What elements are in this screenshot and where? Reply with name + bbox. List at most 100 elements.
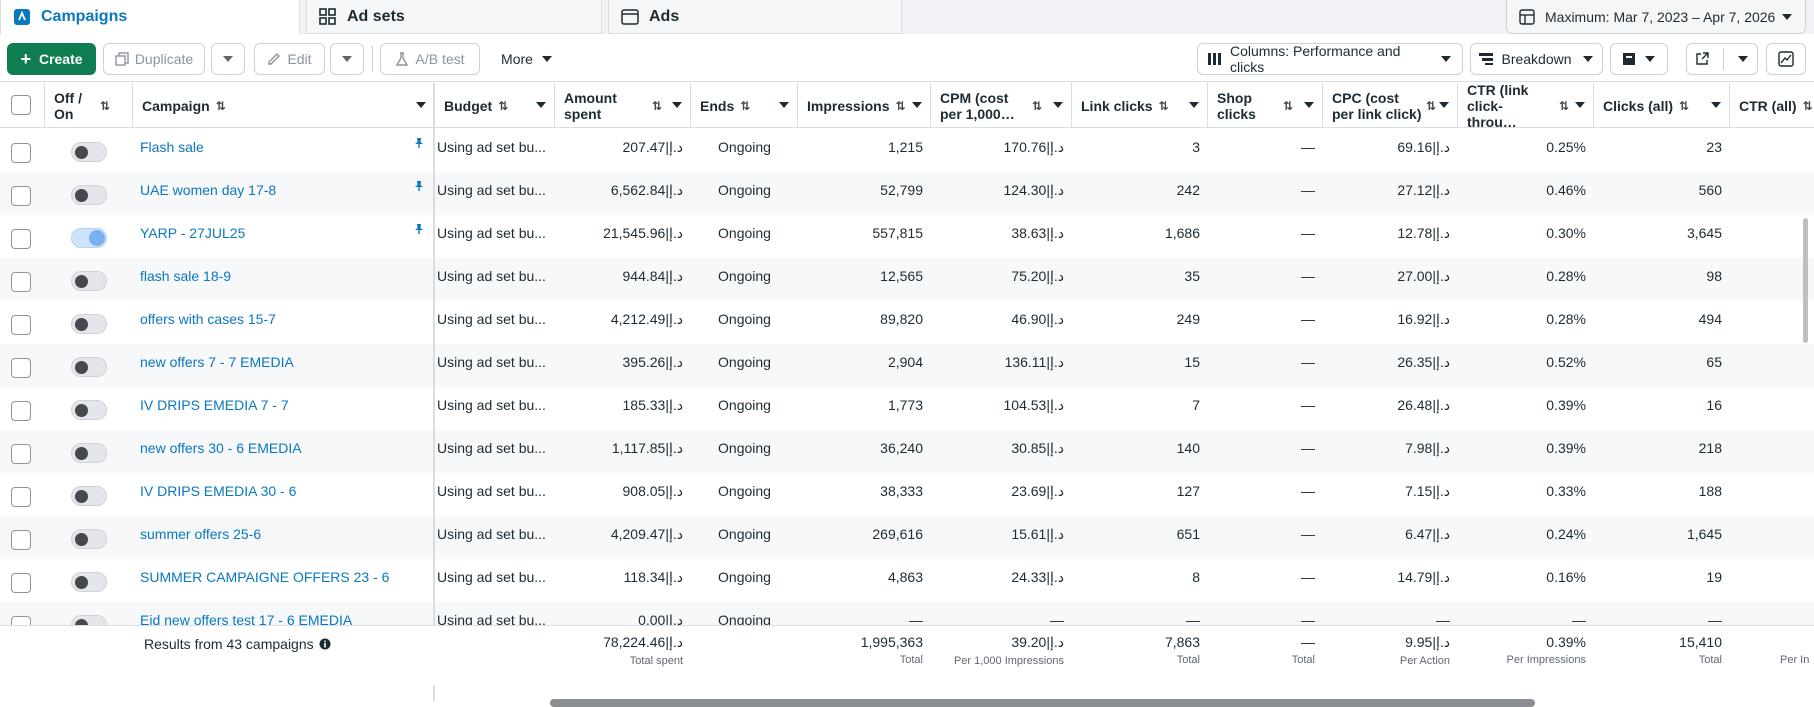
table-row[interactable]: summer offers 25-6 Using ad set bu... 4,20…: [0, 516, 1814, 559]
table-row[interactable]: new offers 30 - 6 EMEDIA Using ad set bu.…: [0, 430, 1814, 473]
campaign-name-link[interactable]: Eid new offers test 17 - 6 EMEDIA: [140, 612, 353, 628]
column-menu-icon[interactable]: [1053, 102, 1063, 108]
date-range-picker[interactable]: Maximum: Mar 7, 2023 – Apr 7, 2026: [1506, 0, 1806, 34]
campaign-toggle[interactable]: [71, 142, 107, 162]
table-row[interactable]: new offers 7 - 7 EMEDIA Using ad set bu..…: [0, 344, 1814, 387]
row-checkbox[interactable]: [11, 315, 31, 335]
campaign-name-link[interactable]: offers with cases 15-7: [140, 311, 276, 327]
columns-button[interactable]: Columns: Performance and clicks: [1197, 43, 1463, 75]
campaign-toggle[interactable]: [71, 271, 107, 291]
column-menu-icon[interactable]: [779, 102, 789, 108]
table-row[interactable]: IV DRIPS EMEDIA 30 - 6 Using ad set bu...…: [0, 473, 1814, 516]
campaign-name-link[interactable]: UAE women day 17-8: [140, 182, 277, 198]
ab-test-button[interactable]: A/B test: [380, 43, 480, 75]
col-shop-clicks[interactable]: Shop clicks ⇅: [1208, 83, 1323, 128]
row-checkbox[interactable]: [11, 272, 31, 292]
column-menu-icon[interactable]: [1711, 102, 1721, 108]
col-ctr[interactable]: CTR (link click-throu… ⇅: [1458, 83, 1594, 130]
col-off-on[interactable]: Off / On ⇅: [45, 83, 133, 128]
campaign-toggle[interactable]: [71, 572, 107, 592]
campaign-toggle[interactable]: [71, 400, 107, 420]
col-impressions[interactable]: Impressions ⇅: [798, 83, 931, 128]
row-checkbox[interactable]: [11, 401, 31, 421]
column-menu-icon[interactable]: [912, 102, 922, 108]
column-menu-icon[interactable]: [536, 102, 546, 108]
col-link-clicks[interactable]: Link clicks ⇅: [1072, 83, 1208, 128]
more-button[interactable]: More: [493, 43, 561, 75]
col-budget[interactable]: Budget ⇅: [435, 83, 555, 128]
create-button[interactable]: + Create: [7, 43, 96, 75]
tab-ad-sets[interactable]: Ad sets: [306, 0, 602, 34]
col-cpm[interactable]: CPM (cost per 1,000… ⇅: [931, 83, 1072, 128]
campaign-name-link[interactable]: summer offers 25-6: [140, 526, 262, 542]
table-row[interactable]: offers with cases 15-7 Using ad set bu...…: [0, 301, 1814, 344]
column-menu-icon[interactable]: [1304, 102, 1314, 108]
campaign-name-link[interactable]: flash sale 18-9: [140, 268, 232, 284]
campaign-toggle[interactable]: [71, 228, 107, 248]
tab-ads[interactable]: Ads: [608, 0, 902, 34]
sort-icon[interactable]: ⇅: [1032, 98, 1043, 113]
row-checkbox[interactable]: [11, 444, 31, 464]
sort-icon[interactable]: ⇅: [215, 98, 226, 113]
table-row[interactable]: IV DRIPS EMEDIA 7 - 7 Using ad set bu... 1…: [0, 387, 1814, 430]
col-ctr-all[interactable]: CTR (all) ⇅: [1730, 83, 1814, 128]
col-clicks-all[interactable]: Clicks (all) ⇅: [1594, 83, 1730, 128]
campaign-name-link[interactable]: new offers 7 - 7 EMEDIA: [140, 354, 294, 370]
col-campaign[interactable]: Campaign ⇅: [133, 83, 435, 128]
column-menu-icon[interactable]: [672, 102, 682, 108]
column-menu-icon[interactable]: [1189, 102, 1199, 108]
table-row[interactable]: SUMMER CAMPAIGNE OFFERS 23 - 6 Using ad s…: [0, 559, 1814, 602]
campaign-name-link[interactable]: YARP - 27JUL25: [140, 225, 246, 241]
col-ends[interactable]: Ends ⇅: [691, 83, 798, 128]
select-all-checkbox[interactable]: [11, 95, 31, 115]
col-amount-spent[interactable]: Amount spent ⇅: [555, 83, 691, 128]
row-checkbox[interactable]: [11, 573, 31, 593]
campaign-toggle[interactable]: [71, 314, 107, 334]
sort-icon[interactable]: ⇅: [652, 98, 663, 113]
pin-icon[interactable]: [413, 137, 425, 149]
horizontal-scrollbar[interactable]: [550, 699, 1535, 707]
edit-dropdown[interactable]: [330, 43, 364, 75]
column-menu-icon[interactable]: [416, 102, 426, 108]
sort-icon[interactable]: ⇅: [498, 98, 509, 113]
campaign-name-link[interactable]: IV DRIPS EMEDIA 30 - 6: [140, 483, 297, 499]
info-icon[interactable]: [319, 638, 331, 650]
reports-button[interactable]: [1610, 43, 1668, 75]
row-checkbox[interactable]: [11, 358, 31, 378]
table-row[interactable]: YARP - 27JUL25 Using ad set bu... 21,545.9…: [0, 215, 1814, 258]
breakdown-button[interactable]: Breakdown: [1470, 43, 1603, 75]
column-menu-icon[interactable]: [1575, 102, 1585, 108]
vertical-scrollbar[interactable]: [1803, 218, 1808, 343]
charts-button[interactable]: [1766, 43, 1806, 75]
row-checkbox[interactable]: [11, 487, 31, 507]
pin-icon[interactable]: [413, 180, 425, 192]
row-checkbox[interactable]: [11, 143, 31, 163]
row-checkbox[interactable]: [11, 530, 31, 550]
sort-icon[interactable]: ⇅: [1426, 98, 1437, 113]
duplicate-button[interactable]: Duplicate: [103, 43, 205, 75]
table-row[interactable]: flash sale 18-9 Using ad set bu... 944.84|…: [0, 258, 1814, 301]
export-button[interactable]: [1686, 43, 1758, 75]
sort-icon[interactable]: ⇅: [1158, 98, 1169, 113]
sort-icon[interactable]: ⇅: [1283, 98, 1294, 113]
sort-icon[interactable]: ⇅: [895, 98, 906, 113]
sort-icon[interactable]: ⇅: [100, 98, 111, 113]
column-menu-icon[interactable]: [1439, 102, 1449, 108]
campaign-toggle[interactable]: [71, 185, 107, 205]
campaign-toggle[interactable]: [71, 443, 107, 463]
campaign-name-link[interactable]: IV DRIPS EMEDIA 7 - 7: [140, 397, 289, 413]
table-row[interactable]: UAE women day 17-8 Using ad set bu... 6,56…: [0, 172, 1814, 215]
duplicate-dropdown[interactable]: [211, 43, 245, 75]
campaign-toggle[interactable]: [71, 486, 107, 506]
table-row[interactable]: Flash sale Using ad set bu... 207.47|د.إ On…: [0, 129, 1814, 172]
campaign-name-link[interactable]: new offers 30 - 6 EMEDIA: [140, 440, 302, 456]
sort-icon[interactable]: ⇅: [740, 98, 751, 113]
row-checkbox[interactable]: [11, 186, 31, 206]
pin-icon[interactable]: [413, 223, 425, 235]
sort-icon[interactable]: ⇅: [1559, 98, 1570, 113]
campaign-name-link[interactable]: Flash sale: [140, 139, 204, 155]
campaign-toggle[interactable]: [71, 357, 107, 377]
sort-icon[interactable]: ⇅: [1802, 98, 1813, 113]
row-checkbox[interactable]: [11, 229, 31, 249]
edit-button[interactable]: Edit: [254, 43, 325, 75]
